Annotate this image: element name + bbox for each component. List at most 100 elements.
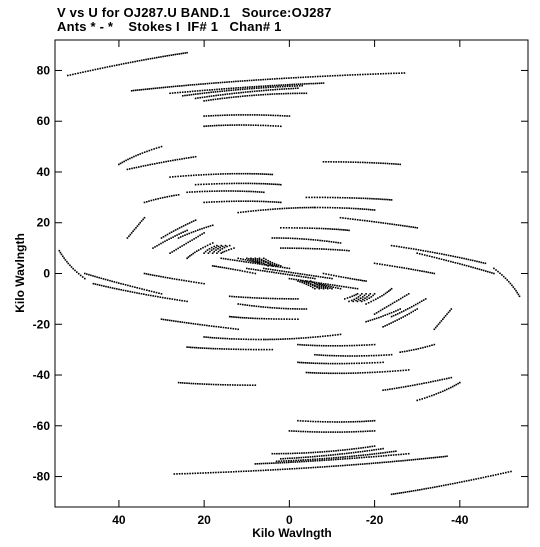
uv-point	[192, 322, 195, 325]
uv-point	[333, 354, 335, 357]
uv-point	[225, 89, 228, 92]
uv-point	[384, 222, 387, 225]
uv-point	[353, 355, 356, 357]
uv-point	[446, 455, 448, 457]
uv-point	[350, 299, 353, 302]
uv-point	[175, 320, 177, 323]
uv-point	[266, 270, 268, 273]
uv-point	[188, 232, 190, 235]
uv-point	[86, 273, 88, 275]
uv-point	[269, 262, 271, 265]
uv-point	[127, 62, 130, 64]
uv-point	[244, 95, 246, 97]
uv-point	[209, 250, 211, 253]
uv-point	[384, 389, 387, 391]
uv-point	[332, 286, 334, 288]
uv-point	[252, 210, 255, 212]
uv-point	[113, 281, 116, 283]
uv-point	[295, 76, 297, 79]
uv-point	[297, 279, 300, 281]
uv-point	[185, 84, 187, 87]
uv-point	[274, 125, 277, 127]
uv-point	[132, 61, 134, 63]
uv-point	[261, 173, 264, 175]
uv-point	[224, 114, 226, 116]
uv-point	[251, 384, 254, 386]
uv-point	[172, 236, 174, 238]
uv-point	[223, 266, 226, 269]
uv-point	[240, 114, 242, 116]
uv-point	[408, 225, 410, 228]
uv-point	[439, 379, 441, 381]
uv-point	[135, 227, 137, 229]
uv-point	[197, 97, 199, 99]
uv-point	[309, 247, 312, 250]
uv-point	[298, 456, 300, 459]
uv-point	[249, 86, 251, 88]
uv-point	[210, 325, 213, 327]
uv-point	[332, 458, 335, 461]
uv-point	[419, 270, 421, 272]
uv-point	[308, 362, 311, 364]
uv-point	[397, 163, 399, 165]
uv-point	[427, 250, 429, 253]
uv-point	[454, 255, 457, 258]
uv-point	[66, 260, 68, 263]
uv-point	[144, 88, 147, 91]
uv-point	[368, 220, 371, 222]
uv-point	[318, 344, 321, 347]
uv-point	[288, 207, 290, 209]
uv-point	[259, 124, 262, 127]
uv-point	[262, 78, 264, 81]
uv-point	[452, 255, 454, 258]
uv-point	[100, 284, 103, 287]
uv-point	[252, 124, 255, 126]
uv-point	[456, 256, 459, 258]
uv-point	[283, 270, 286, 273]
uv-point	[385, 306, 388, 308]
uv-point	[383, 198, 385, 201]
uv-point	[273, 307, 276, 309]
uv-point	[228, 96, 230, 99]
uv-point	[450, 308, 453, 310]
uv-point	[412, 490, 415, 492]
uv-point	[166, 86, 169, 88]
uv-point	[368, 362, 371, 364]
uv-point	[427, 487, 430, 490]
uv-point	[292, 308, 294, 310]
uv-point	[265, 268, 267, 270]
uv-point	[211, 201, 213, 203]
uv-point	[427, 381, 430, 384]
uv-point	[402, 310, 405, 312]
uv-point	[190, 221, 193, 223]
uv-point	[199, 89, 201, 92]
uv-point	[348, 362, 351, 365]
uv-point	[210, 471, 212, 474]
uv-point	[401, 296, 404, 299]
uv-point	[278, 297, 281, 300]
uv-point	[166, 239, 168, 241]
uv-point	[308, 82, 310, 85]
uv-point	[125, 159, 127, 162]
uv-point	[264, 124, 267, 127]
uv-point	[239, 80, 242, 82]
uv-point	[402, 386, 405, 388]
uv-point	[166, 297, 169, 300]
uv-point	[209, 336, 211, 339]
uv-point	[230, 87, 233, 90]
uv-point	[439, 321, 441, 324]
uv-point	[320, 284, 323, 287]
uv-point	[388, 323, 390, 325]
uv-point	[267, 114, 270, 116]
uv-point	[404, 309, 407, 311]
uv-point	[303, 238, 305, 240]
uv-point	[288, 338, 291, 340]
uv-point	[196, 250, 198, 252]
uv-point	[122, 283, 125, 285]
uv-point	[384, 264, 386, 266]
uv-point	[377, 221, 380, 224]
uv-point	[271, 173, 274, 176]
uv-point	[334, 74, 336, 77]
uv-point	[250, 190, 252, 193]
uv-point	[204, 89, 206, 92]
